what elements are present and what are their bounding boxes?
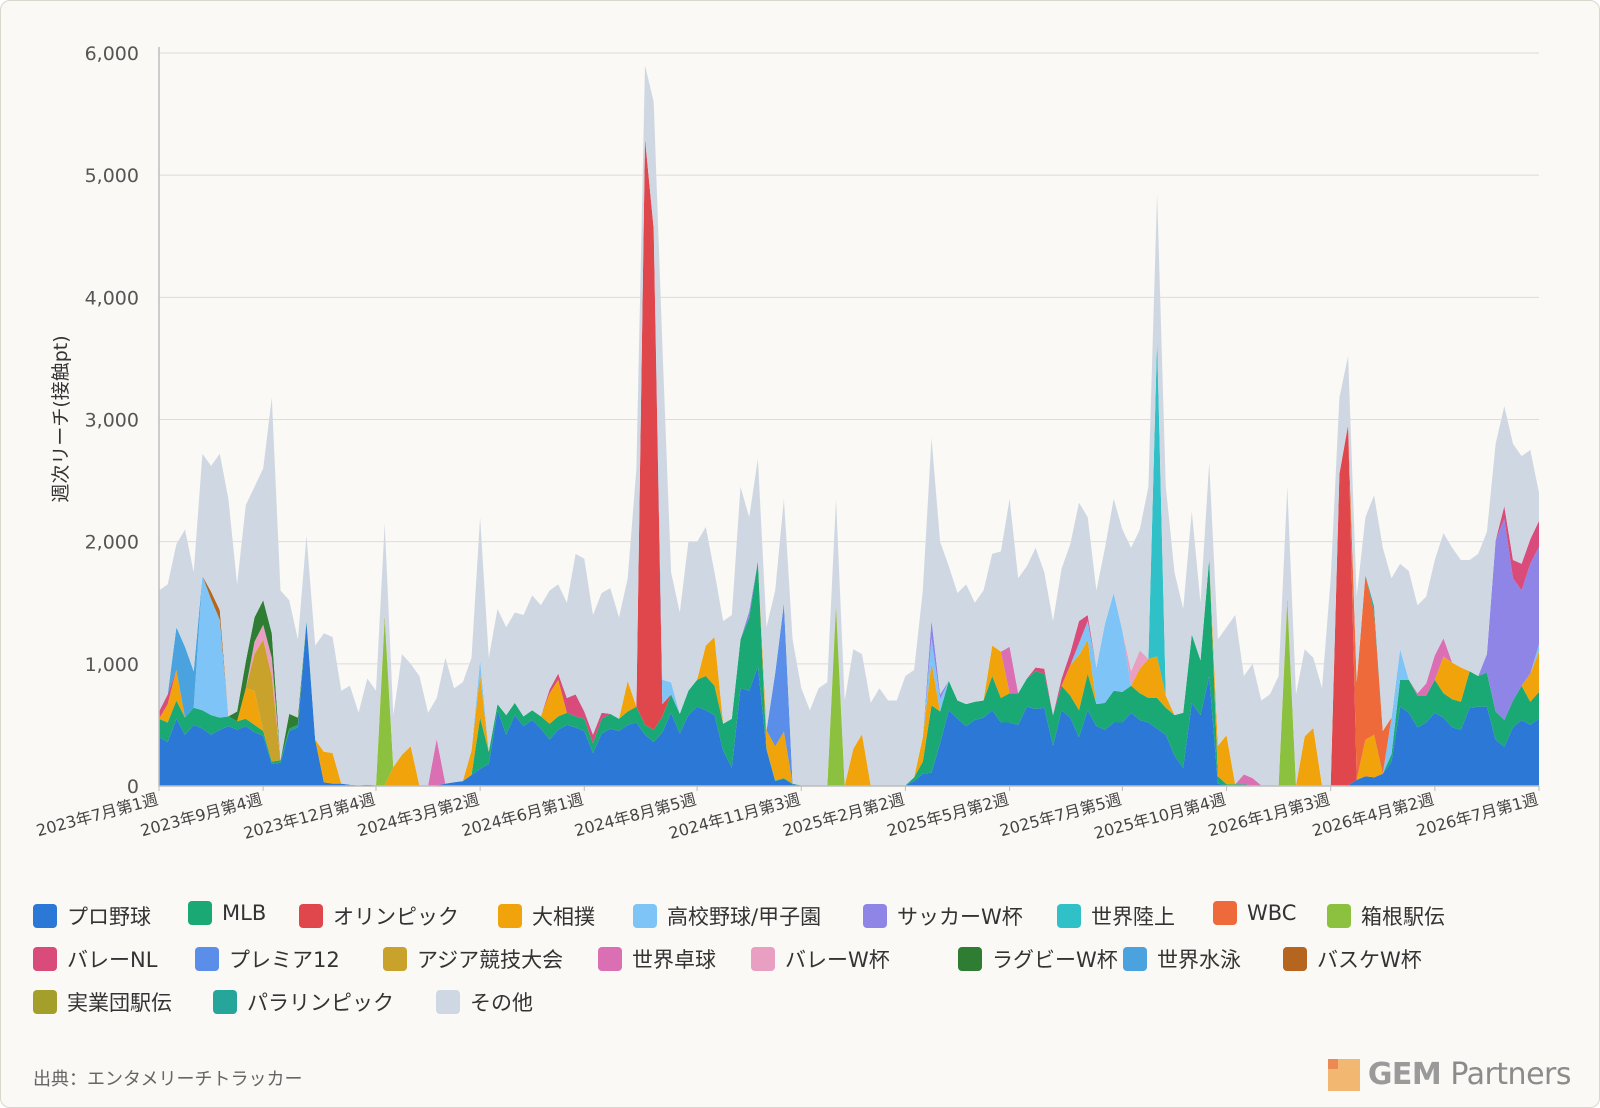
series-area — [159, 65, 1539, 786]
legend-label: ラグビーW杯 — [992, 948, 1118, 972]
legend-label: バスケW杯 — [1317, 948, 1422, 972]
legend-swatch — [33, 904, 57, 928]
legend-swatch — [33, 947, 57, 971]
brand-mark-icon — [1327, 1058, 1360, 1091]
source-note: 出典：エンタメリーチトラッカー — [33, 1069, 303, 1090]
legend-label: プレミア12 — [229, 948, 340, 972]
legend-item: オリンピック — [299, 901, 459, 931]
legend-swatch — [436, 990, 460, 1014]
legend-label: プロ野球 — [67, 905, 151, 929]
legend-item: MLB — [188, 901, 266, 925]
legend-label: 実業団駅伝 — [67, 991, 172, 1015]
x-tick-label: 2023年12月第4週 — [241, 790, 377, 843]
stacked-area-chart: 01,0002,0003,0004,0005,0006,0002023年7月第1… — [34, 43, 1540, 843]
series-areas — [159, 65, 1539, 786]
legend-swatch — [498, 904, 522, 928]
legend-item: サッカーW杯 — [863, 901, 1023, 931]
y-tick-label: 3,000 — [85, 410, 139, 432]
legend-item: プロ野球 — [33, 901, 151, 931]
y-axis-label: 週次リーチ(接触pt) — [50, 335, 72, 502]
series-area — [159, 622, 1539, 786]
y-tick-label: 4,000 — [85, 287, 139, 309]
legend-label: 世界陸上 — [1091, 905, 1175, 929]
legend-item: アジア競技大会 — [383, 944, 563, 974]
legend-label: 高校野球/甲子園 — [667, 905, 822, 929]
legend-label: オリンピック — [333, 905, 459, 929]
legend-item: 世界水泳 — [1123, 944, 1241, 974]
legend-swatch — [195, 947, 219, 971]
legend-item: 実業団駅伝 — [33, 987, 172, 1017]
legend-label: 箱根駅伝 — [1361, 905, 1445, 929]
legend-swatch — [1123, 947, 1147, 971]
legend-label: WBC — [1247, 901, 1297, 925]
legend-label: MLB — [222, 901, 267, 925]
legend-swatch — [1213, 901, 1237, 925]
legend-swatch — [383, 947, 407, 971]
legend-swatch — [863, 904, 887, 928]
legend-label: 世界水泳 — [1157, 948, 1241, 972]
legend-label: 世界卓球 — [632, 948, 716, 972]
y-tick-label: 5,000 — [85, 165, 139, 187]
legend-label: その他 — [470, 991, 533, 1015]
legend-label: バレーW杯 — [785, 948, 890, 972]
brand-name-bold: GEM — [1367, 1057, 1442, 1092]
legend-item: 世界卓球 — [598, 944, 716, 974]
legend-item: バレーW杯 — [751, 944, 890, 974]
legend-swatch — [33, 990, 57, 1014]
legend-label: アジア競技大会 — [417, 948, 564, 972]
legend-item: ラグビーW杯 — [958, 944, 1118, 974]
legend-swatch — [1057, 904, 1081, 928]
series-area — [159, 138, 1539, 786]
legend-swatch — [1327, 904, 1351, 928]
brand-name: GEM Partners — [1367, 1057, 1572, 1092]
legend-swatch — [213, 990, 237, 1014]
legend-swatch — [633, 904, 657, 928]
legend-item: プレミア12 — [195, 944, 340, 974]
legend-label: 大相撲 — [532, 905, 595, 929]
brand-logo: GEM Partners — [1327, 1057, 1572, 1092]
legend-item: パラリンピック — [213, 987, 394, 1017]
legend-item: その他 — [436, 987, 533, 1017]
brand-name-rest: Partners — [1441, 1057, 1571, 1092]
x-tick-label: 2026年7月第1週 — [1414, 790, 1540, 841]
legend-item: 高校野球/甲子園 — [633, 901, 821, 931]
legend-swatch — [1283, 947, 1307, 971]
legend-item: バレーNL — [33, 944, 157, 974]
y-tick-label: 2,000 — [85, 532, 139, 554]
legend-swatch — [751, 947, 775, 971]
legend-swatch — [958, 947, 982, 971]
legend-item: WBC — [1213, 901, 1296, 925]
legend-item: 箱根駅伝 — [1327, 901, 1445, 931]
legend-item: バスケW杯 — [1283, 944, 1422, 974]
legend-item: 大相撲 — [498, 901, 595, 931]
legend-swatch — [188, 901, 212, 925]
legend-swatch — [299, 904, 323, 928]
legend-label: バレーNL — [67, 948, 158, 972]
y-tick-label: 6,000 — [85, 43, 139, 65]
legend-item: 世界陸上 — [1057, 901, 1175, 931]
legend-swatch — [598, 947, 622, 971]
y-tick-label: 0 — [127, 776, 139, 798]
y-tick-label: 1,000 — [85, 654, 139, 676]
x-tick-label: 2024年6月第1週 — [460, 790, 586, 841]
x-tick-label: 2025年5月第2週 — [885, 790, 1011, 841]
legend-label: パラリンピック — [247, 991, 394, 1015]
legend-label: サッカーW杯 — [897, 905, 1023, 929]
